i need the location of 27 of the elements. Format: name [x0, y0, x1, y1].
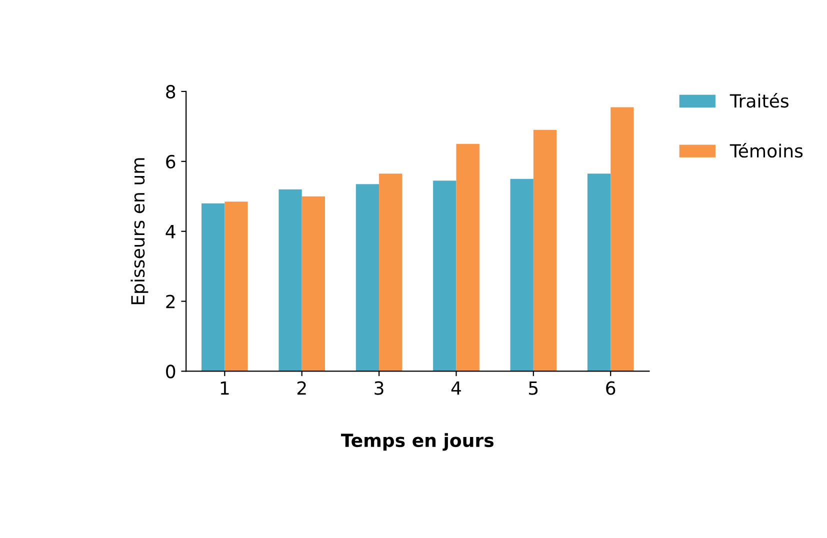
- x-tick-label: 2: [297, 381, 306, 395]
- x-axis-title: Temps en jours: [341, 433, 494, 451]
- bar: [224, 202, 248, 372]
- x-tick-label: 3: [374, 381, 384, 395]
- x-tick-label: 5: [529, 382, 538, 395]
- bar: [379, 174, 402, 372]
- bar: [356, 184, 380, 372]
- x-tick-label: 4: [451, 382, 461, 395]
- bar: [587, 174, 611, 372]
- bar: [456, 144, 480, 372]
- y-axis-title: Episseurs en um: [130, 158, 148, 304]
- y-tick-label: 2: [166, 294, 175, 308]
- y-tick-label: 4: [166, 225, 176, 238]
- bar: [302, 196, 326, 372]
- bar: [510, 178, 534, 372]
- y-tick-label: 0: [166, 364, 176, 378]
- bar: [610, 107, 634, 372]
- legend-label: Témoins: [730, 142, 803, 158]
- legend-label: Traités: [730, 93, 788, 108]
- bar: [202, 203, 225, 372]
- y-tick-label: 6: [166, 154, 176, 169]
- bar: [533, 130, 557, 372]
- bar: [433, 180, 456, 372]
- bar: [278, 189, 302, 372]
- y-tick-label: 8: [166, 84, 176, 99]
- x-tick-label: 6: [606, 381, 616, 395]
- x-tick-label: 1: [220, 382, 229, 395]
